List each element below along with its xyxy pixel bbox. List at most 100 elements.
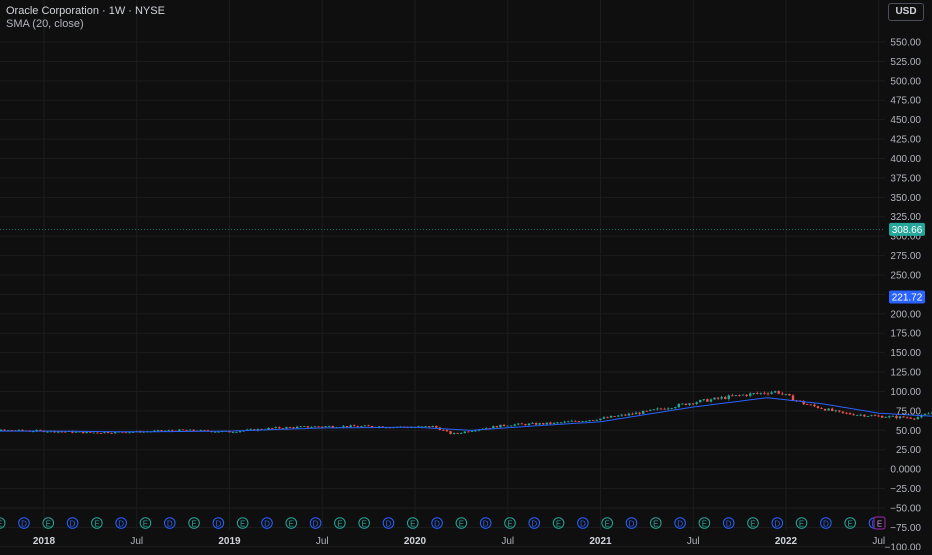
candle — [531, 422, 534, 424]
event-letter: D — [483, 520, 489, 529]
dividend-marker[interactable] — [115, 517, 127, 529]
x-tick-label: 2019 — [218, 536, 241, 547]
candle — [691, 403, 695, 405]
dividend-marker[interactable] — [528, 517, 541, 529]
dividend-marker[interactable] — [382, 517, 395, 529]
candle — [78, 431, 81, 433]
candle — [820, 408, 823, 409]
candle — [863, 414, 866, 417]
candle — [681, 403, 684, 405]
dividend-marker[interactable] — [309, 517, 322, 529]
earnings-marker[interactable] — [552, 517, 565, 529]
event-letter: E — [702, 520, 707, 529]
x-tick-label: Jul — [501, 536, 514, 547]
earnings-marker[interactable] — [601, 517, 613, 529]
candle — [567, 421, 570, 423]
earnings-marker[interactable] — [236, 517, 249, 529]
dividend-marker[interactable] — [431, 517, 443, 529]
dividend-marker[interactable] — [212, 517, 225, 529]
dividend-marker[interactable] — [18, 517, 30, 529]
candle — [292, 427, 295, 429]
earnings-marker[interactable] — [0, 517, 6, 529]
dividend-marker[interactable] — [771, 517, 784, 529]
candle — [360, 426, 363, 427]
earnings-marker[interactable] — [504, 517, 516, 529]
time-axis[interactable]: 2018Jul2019Jul2020Jul2021Jul2022Jul2023J… — [33, 536, 932, 547]
candle — [624, 414, 627, 416]
event-letter: D — [677, 520, 683, 529]
candle — [923, 413, 927, 415]
upcoming-earnings-marker[interactable] — [873, 516, 886, 530]
candle — [577, 421, 581, 423]
earnings-marker[interactable] — [91, 517, 103, 529]
earnings-marker[interactable] — [844, 517, 856, 529]
candle — [770, 392, 773, 394]
earnings-marker[interactable] — [406, 517, 419, 529]
earnings-marker[interactable] — [795, 517, 808, 529]
event-letter: D — [21, 520, 27, 529]
dividend-marker[interactable] — [674, 517, 686, 529]
candle — [752, 393, 755, 394]
earnings-marker[interactable] — [698, 517, 711, 529]
earnings-marker[interactable] — [139, 517, 152, 529]
x-tick-label: 2021 — [589, 536, 612, 547]
candle — [270, 428, 274, 429]
candle — [852, 414, 855, 416]
candle — [748, 393, 752, 396]
candle — [274, 427, 277, 429]
candle — [545, 422, 549, 425]
dividend-marker[interactable] — [820, 517, 832, 529]
candle — [656, 408, 659, 410]
candle — [281, 428, 285, 429]
price-axis[interactable]: 550.00 525.00 500.00 475.00 450.00 425.00 400.… — [885, 38, 922, 554]
candle — [895, 415, 898, 419]
candle — [353, 425, 356, 427]
dividend-marker[interactable] — [625, 517, 638, 529]
dividend-marker[interactable] — [479, 517, 492, 529]
candle — [720, 397, 723, 399]
chart-legend: Oracle Corporation · 1W · NYSE SMA (20, … — [6, 5, 165, 31]
candle — [788, 393, 791, 396]
candle — [584, 420, 588, 422]
earnings-marker[interactable] — [188, 517, 200, 529]
event-letter: D — [264, 520, 270, 529]
candle — [463, 431, 466, 433]
earnings-marker[interactable] — [747, 517, 759, 529]
earnings-marker[interactable] — [455, 517, 468, 529]
earnings-marker[interactable] — [334, 517, 346, 529]
candle — [902, 416, 905, 418]
y-tick-label: −50.00 — [890, 503, 921, 514]
events-row[interactable]: DEDEDEDEDEDEDEDEEDEDEDEDEDEDEDEDEDEDEDE — [0, 516, 886, 530]
earnings-marker[interactable] — [42, 517, 55, 529]
candle — [898, 416, 902, 419]
dividend-marker[interactable] — [66, 517, 79, 529]
event-letter: E — [877, 520, 882, 529]
dividend-marker[interactable] — [261, 517, 273, 529]
currency-button[interactable]: USD — [888, 3, 924, 21]
event-letter: E — [507, 520, 512, 529]
y-tick-label: 300.00 — [890, 232, 921, 243]
symbol-title[interactable]: Oracle Corporation · 1W · NYSE — [6, 5, 165, 17]
last-price-label-bg — [889, 222, 925, 236]
dividend-marker[interactable] — [722, 517, 735, 529]
dividend-marker[interactable] — [163, 517, 176, 529]
y-tick-label: 550.00 — [890, 38, 921, 49]
indicator-label[interactable]: SMA (20, close) — [6, 18, 84, 30]
event-letter: E — [0, 520, 2, 529]
candle — [167, 430, 170, 432]
candle — [781, 393, 784, 395]
dividend-marker[interactable] — [577, 517, 589, 529]
candle — [85, 431, 88, 434]
candle — [581, 421, 584, 422]
earnings-marker[interactable] — [649, 517, 662, 529]
event-letter: E — [605, 520, 610, 529]
y-tick-label: 425.00 — [890, 135, 921, 146]
earnings-marker[interactable] — [358, 517, 370, 529]
candle — [114, 431, 117, 434]
candle — [763, 392, 766, 394]
earnings-marker[interactable] — [285, 517, 298, 529]
candle — [674, 407, 677, 409]
y-tick-label: 500.00 — [890, 76, 921, 87]
